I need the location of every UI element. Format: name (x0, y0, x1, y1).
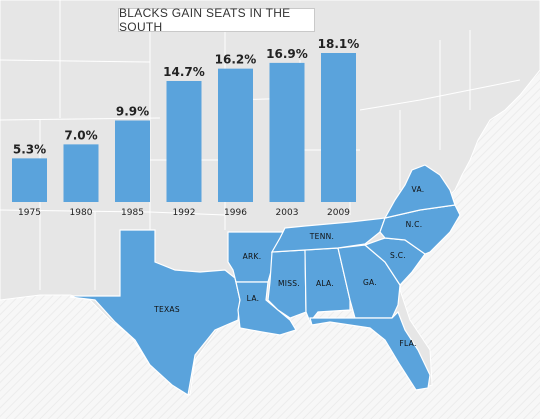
bar-1985 (115, 120, 150, 202)
state-label-mississippi: MISS. (278, 279, 300, 288)
bar-2009 (321, 53, 356, 202)
state-label-virginia: VA. (412, 185, 425, 194)
state-label-georgia: GA. (363, 278, 377, 287)
state-tennessee (270, 217, 386, 253)
bar-2003 (269, 62, 305, 203)
bar-value-label: 16.2% (215, 53, 257, 67)
state-label-tennessee: TENN. (309, 232, 334, 241)
chart-title: BLACKS GAIN SEATS IN THE SOUTH (118, 6, 315, 34)
bar-value-label: 7.0% (64, 128, 97, 142)
south-states (69, 164, 461, 396)
bar-1975 (12, 158, 47, 202)
bars (12, 53, 356, 203)
bar-1980 (63, 144, 99, 202)
state-labels: TEXAS ARK. LA. MISS. ALA. GA. FLA. TENN. S.C. N.C… (153, 185, 424, 348)
bar-year-label: 1996 (224, 208, 247, 218)
state-texas (69, 229, 241, 396)
state-label-arkansas: ARK. (243, 252, 262, 261)
state-label-alabama: ALA. (316, 279, 334, 288)
state-label-louisiana: LA. (247, 294, 260, 303)
bar-year-label: 2003 (276, 208, 299, 218)
state-virginia (383, 164, 456, 219)
state-label-florida: FLA. (399, 339, 416, 348)
state-louisiana (235, 281, 297, 336)
bar-year-label: 2009 (327, 208, 350, 218)
bar-value-label: 18.1% (318, 37, 360, 51)
bar-value-labels: 5.3% 7.0% 9.9% 14.7% 16.2% 16.9% 18.1% (13, 37, 359, 156)
bar-1992 (166, 80, 202, 202)
state-label-north-carolina: N.C. (406, 220, 423, 229)
state-label-texas: TEXAS (153, 305, 180, 314)
bar-value-label: 5.3% (13, 142, 46, 156)
state-florida (309, 310, 431, 391)
bar-value-label: 14.7% (163, 65, 205, 79)
bar-year-label: 1992 (173, 208, 196, 218)
bar-year-label: 1980 (70, 208, 93, 218)
bar-value-label: 16.9% (266, 47, 308, 61)
bar-year-label: 1985 (121, 208, 144, 218)
bar-value-label: 9.9% (116, 105, 149, 119)
state-label-south-carolina: S.C. (390, 251, 406, 260)
bar-category-labels: 1975 1980 1985 1992 1996 2003 2009 (18, 208, 350, 218)
chart-title-text: BLACKS GAIN SEATS IN THE SOUTH (119, 6, 291, 34)
bar-1996 (218, 68, 253, 202)
bar-year-label: 1975 (18, 208, 41, 218)
